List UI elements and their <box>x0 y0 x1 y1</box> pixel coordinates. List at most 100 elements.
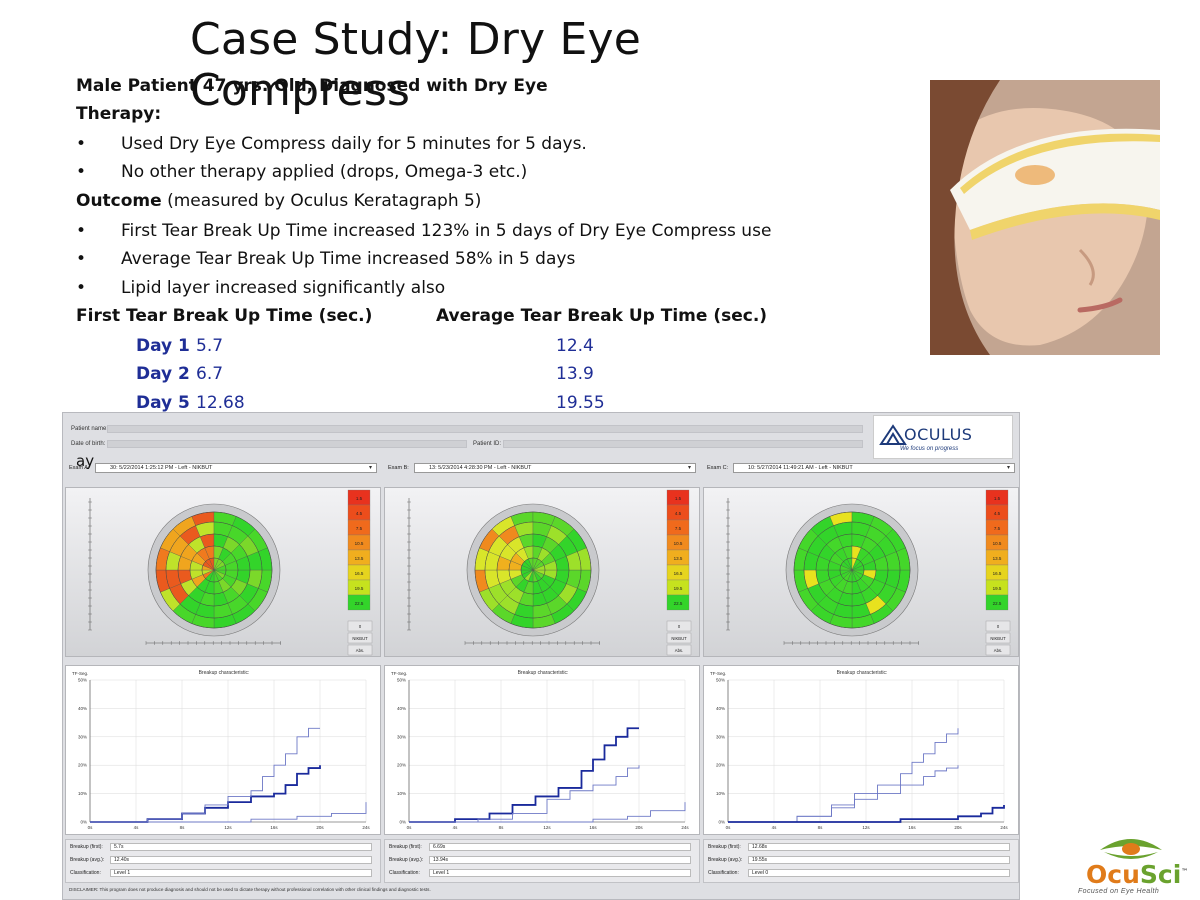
svg-text:Abs.: Abs. <box>675 648 683 653</box>
breakup-graph: Breakup characteristic: TF-Seg. 0s 4s 8s 12s 1… <box>65 665 381 835</box>
breakup-graph-svg: Breakup characteristic: TF-Seg. 0s 4s 8s 12s 1… <box>710 670 1008 830</box>
x-tick-label: 0s <box>407 825 413 830</box>
chevron-down-icon: ▾ <box>688 465 692 471</box>
svg-text:NIKBUT: NIKBUT <box>671 636 687 641</box>
x-tick-label: 12s <box>543 825 551 830</box>
svg-text:0: 0 <box>359 624 362 629</box>
side-button[interactable]: NIKBUT <box>666 632 692 644</box>
graph-title: Breakup characteristic: <box>837 670 888 676</box>
exam-select[interactable]: 13: 5/23/2014 4:28:30 PM - Left - NIKBUT <box>414 463 696 473</box>
bullet: • <box>76 162 87 182</box>
y-tick-label: 40% <box>78 706 87 711</box>
ocusci-tagline: Focused on Eye Health <box>1078 888 1160 895</box>
y-tick-label: 50% <box>78 678 87 683</box>
side-button[interactable]: Abs. <box>347 644 373 656</box>
stray-text: ay <box>76 452 95 470</box>
y-tick-label: 50% <box>397 678 406 683</box>
side-button[interactable]: 0 <box>985 620 1011 632</box>
y-tick-label: 0% <box>399 820 406 825</box>
svg-text:Abs.: Abs. <box>356 648 364 653</box>
side-button[interactable]: NIKBUT <box>985 632 1011 644</box>
x-tick-label: 24s <box>1000 825 1008 830</box>
therapy-item: No other therapy applied (drops, Omega-3… <box>121 162 528 182</box>
breakup-series-line <box>409 727 639 823</box>
outcome-note: (measured by Oculus Keratagraph 5) <box>161 191 482 211</box>
graph-title: Breakup characteristic: <box>199 670 250 676</box>
summary-value: Level 1 <box>429 869 691 877</box>
first-value: 5.7 <box>196 336 224 356</box>
y-tick-label: 20% <box>397 763 406 768</box>
scale-value: 1.5 <box>356 496 363 501</box>
patient-id-label: Patient ID: <box>473 441 502 447</box>
scale-value: 16.5 <box>674 571 683 576</box>
scale-value: 4.5 <box>675 511 682 516</box>
summary-label: Breakup (avg.): <box>708 857 743 863</box>
exam-label: Exam C: <box>707 465 729 471</box>
side-button[interactable]: 0 <box>347 620 373 632</box>
breakup-series-line <box>409 802 686 823</box>
x-tick-label: 24s <box>362 825 370 830</box>
y-tick-label: 40% <box>397 706 406 711</box>
x-tick-label: 0s <box>726 825 732 830</box>
summary-value: Level 0 <box>748 869 1010 877</box>
day-label: Day 2 <box>136 364 190 384</box>
exam-select[interactable]: 30: 5/22/2014 1:25:12 PM - Left - NIKBUT <box>95 463 377 473</box>
y-tick-label: 10% <box>78 791 87 796</box>
patient-id-field <box>503 440 863 448</box>
dob-field <box>107 440 467 448</box>
x-tick-label: 0s <box>88 825 94 830</box>
breakup-graph: Breakup characteristic: TF-Seg. 0s 4s 8s 12s 1… <box>384 665 700 835</box>
y-tick-label: 20% <box>716 763 725 768</box>
day-label: Day 1 <box>136 336 190 356</box>
day-label: Day 5 <box>136 393 190 413</box>
svg-text:NIKBUT: NIKBUT <box>352 636 368 641</box>
tear-film-map-svg: 1.5 4.5 7.5 10.5 13.5 16.5 19.5 22.5 0 NIKBUT Abs. <box>88 489 373 656</box>
outcome-heading: Outcome <box>76 191 162 211</box>
dob-label: Date of birth: <box>71 441 106 447</box>
y-tick-label: 30% <box>716 734 725 739</box>
oculus-logo: OCULUS We focus on progress <box>873 415 1013 459</box>
disclaimer: DISCLAIMER: This program does not produc… <box>69 887 431 892</box>
first-value: 6.7 <box>196 364 224 384</box>
svg-text:NIKBUT: NIKBUT <box>990 636 1006 641</box>
summary-value: 5.7s <box>110 843 372 851</box>
side-button[interactable]: NIKBUT <box>347 632 373 644</box>
ocusci-eye-icon <box>1100 839 1162 859</box>
side-button[interactable]: Abs. <box>666 644 692 656</box>
patient-line: Male Patient 47 yrs. Old, Diagnosed with… <box>76 76 548 96</box>
scale-value: 22.5 <box>355 601 364 606</box>
slide-title: Case Study: Dry Eye Compress <box>190 14 642 116</box>
summary-label: Breakup (first): <box>708 844 741 850</box>
side-button[interactable]: Abs. <box>985 644 1011 656</box>
oculus-logo-icon <box>879 424 907 445</box>
x-tick-label: 8s <box>818 825 824 830</box>
summary-label: Classification: <box>389 870 420 876</box>
outcome-item: Average Tear Break Up Time increased 58%… <box>121 249 576 269</box>
scale-value: 16.5 <box>355 571 364 576</box>
avg-tbut-heading: Average Tear Break Up Time (sec.) <box>436 306 768 326</box>
x-tick-label: 16s <box>589 825 597 830</box>
svg-text:0: 0 <box>997 624 1000 629</box>
x-tick-label: 20s <box>316 825 324 830</box>
summary-label: Classification: <box>70 870 101 876</box>
breakup-series-line <box>409 765 640 823</box>
graph-title: Breakup characteristic: <box>518 670 569 676</box>
exam-select[interactable]: 10: 5/27/2014 11:49:21 AM - Left - NIKBU… <box>733 463 1015 473</box>
outcome-line: Outcome (measured by Oculus Keratagraph … <box>76 191 481 211</box>
tear-film-map: 1.5 4.5 7.5 10.5 13.5 16.5 19.5 22.5 0 NIKBUT Abs. <box>703 487 1019 657</box>
tear-film-map: 1.5 4.5 7.5 10.5 13.5 16.5 19.5 22.5 0 NIKBUT Abs. <box>384 487 700 657</box>
first-value: 12.68 <box>196 393 245 413</box>
scale-value: 13.5 <box>993 556 1002 561</box>
x-tick-label: 16s <box>270 825 278 830</box>
y-tick-label: 30% <box>78 734 87 739</box>
outcome-item: Lipid layer increased significantly also <box>121 278 446 298</box>
y-tick-label: 50% <box>716 678 725 683</box>
bullet: • <box>76 134 87 154</box>
exam-label: Exam A: <box>69 465 90 471</box>
graph-ylabel: TF-Seg. <box>72 671 88 676</box>
bullet: • <box>76 221 87 241</box>
scale-value: 13.5 <box>674 556 683 561</box>
summary-label: Breakup (first): <box>389 844 422 850</box>
patient-name-label: Patient name: <box>71 426 109 432</box>
side-button[interactable]: 0 <box>666 620 692 632</box>
